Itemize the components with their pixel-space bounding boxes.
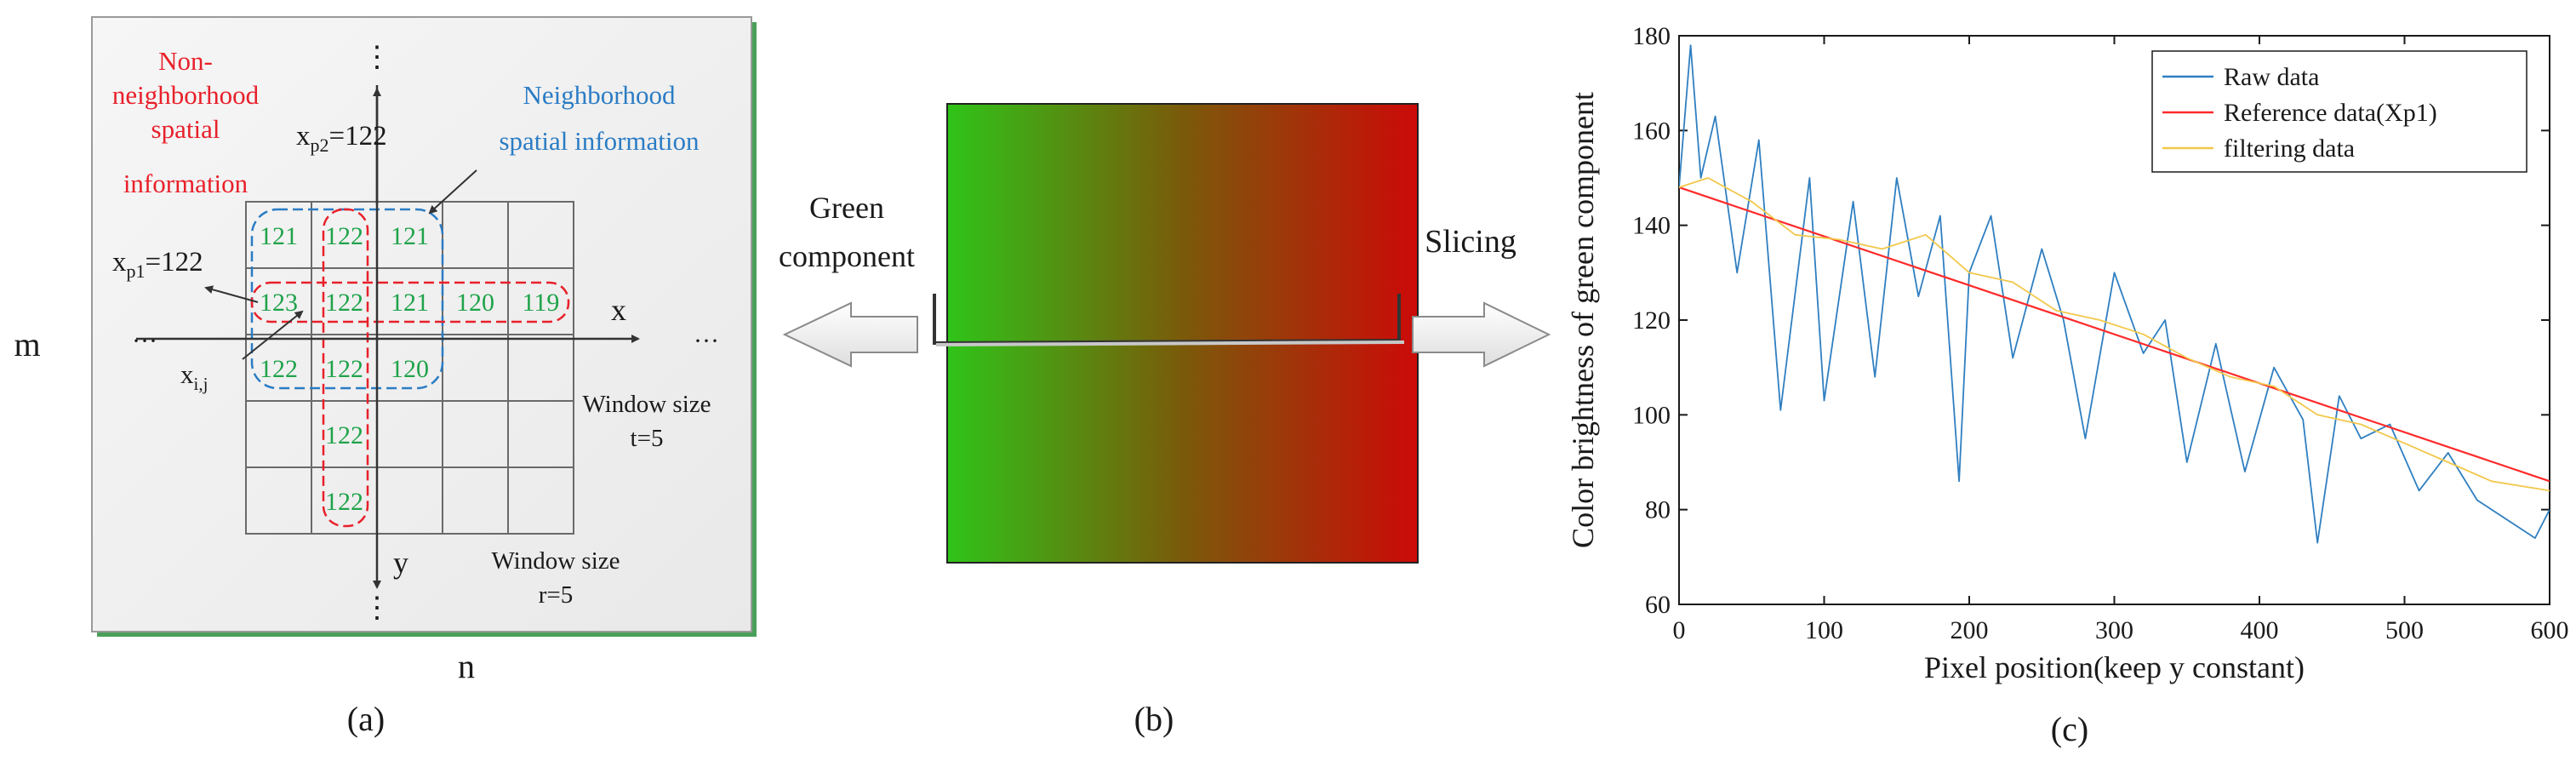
xij-pointer — [242, 310, 304, 360]
grid-cell-value: 121 — [391, 222, 429, 250]
vertical-non-neighborhood-region — [322, 208, 369, 528]
x-tick-label: 0 — [1673, 616, 1686, 644]
grid-cell-value: 122 — [260, 355, 298, 383]
grid-cell-value: 123 — [260, 289, 298, 317]
n-label: n — [458, 647, 475, 685]
legend-box — [2151, 50, 2527, 173]
legend-label: Reference data(Xp1) — [2224, 99, 2437, 127]
grid-values: 121 122 121 123 122 121 120 119 122 122 120 122 122 — [260, 222, 559, 516]
y-tick-label: 140 — [1632, 212, 1671, 240]
x-tick-label: 300 — [2095, 616, 2133, 644]
series-line — [1679, 44, 2550, 544]
window-size-r: Window size r=5 — [491, 547, 620, 609]
non-neighborhood-line-1: Non- — [158, 46, 213, 76]
window-r-line-1: Window size — [491, 547, 620, 575]
x-tick-label: 100 — [1805, 616, 1843, 644]
legend-label: filtering data — [2224, 134, 2355, 163]
neighborhood-pointer — [428, 169, 477, 215]
left-hdots: ··· — [132, 327, 157, 355]
grid-cell-value: 122 — [325, 488, 363, 516]
neighborhood-line-2: spatial information — [499, 126, 700, 156]
caption-b: (b) — [1134, 700, 1174, 738]
series-line — [1679, 186, 2550, 483]
caption-a: (a) — [347, 700, 385, 738]
non-neighborhood-label: Non- neighborhood spatial information — [112, 46, 260, 198]
window-r-line-2: r=5 — [539, 581, 574, 609]
y-tick-label: 160 — [1632, 117, 1671, 145]
green-label-line-1: Green — [809, 191, 884, 225]
grid-cell-value: 122 — [325, 289, 363, 317]
m-label: m — [14, 325, 40, 363]
grid-cell-value: 120 — [456, 289, 494, 317]
neighborhood-line-1: Neighborhood — [523, 80, 676, 110]
legend-label: Raw data — [2224, 63, 2319, 91]
caption-c: (c) — [2051, 710, 2088, 748]
x-axis-title: Pixel position(keep y constant) — [1924, 650, 2305, 684]
grid-cell-value: 122 — [325, 355, 363, 383]
series-line — [1679, 177, 2550, 492]
y-axis-title: Color brightness of green component — [1566, 92, 1600, 548]
slicing-label: Slicing — [1425, 224, 1516, 260]
non-neighborhood-line-4: information — [123, 169, 248, 198]
xp1-label: xp1=122 — [112, 247, 203, 282]
y-tick-label: 60 — [1645, 591, 1671, 619]
grid-cell-value: 122 — [325, 222, 363, 250]
grid-cell-value: 122 — [325, 421, 363, 449]
non-neighborhood-line-2: neighborhood — [112, 80, 260, 110]
non-neighborhood-line-3: spatial — [151, 114, 220, 144]
panel-b: Green component Slicing (b) — [779, 103, 1551, 738]
window-t-line-1: Window size — [582, 391, 711, 418]
green-label-line-2: component — [779, 239, 915, 273]
xij-label: xi,j — [180, 359, 208, 394]
grid-cell-value: 119 — [523, 289, 560, 317]
y-tick-label: 180 — [1632, 22, 1671, 50]
grid-cell-value: 121 — [260, 222, 298, 250]
y-tick-label: 120 — [1632, 306, 1671, 335]
bottom-vdots: ⋮ — [363, 592, 391, 624]
right-hdots: ··· — [694, 327, 719, 355]
x-tick-label: 400 — [2241, 616, 2279, 644]
panel-c: 0 100 200 300 400 500 600 60 80 100 120 140 160 180 Pi… — [1566, 22, 2569, 748]
y-tick-label: 80 — [1645, 496, 1671, 524]
xp1-pointer — [204, 285, 259, 303]
x-tick-label: 500 — [2385, 616, 2424, 644]
grid-cell-value: 121 — [391, 289, 429, 317]
gradient-image — [946, 103, 1419, 564]
slice-bracket — [933, 294, 1401, 346]
y-axis-label: y — [393, 546, 408, 580]
x-axis-label: x — [611, 293, 626, 327]
xp2-label: xp2=122 — [296, 121, 387, 156]
horizontal-non-neighborhood-region — [250, 281, 570, 323]
top-vdots: ⋮ — [363, 42, 391, 73]
neighborhood-label: Neighborhood spatial information — [499, 80, 700, 156]
panel-a-box — [91, 16, 752, 632]
green-component-arrow — [782, 301, 918, 368]
window-t-line-2: t=5 — [631, 425, 664, 452]
chart: 0 100 200 300 400 500 600 60 80 100 120 140 160 180 Pi… — [1566, 22, 2569, 684]
x-tick-label: 200 — [1951, 616, 1989, 644]
x-tick-label: 600 — [2531, 616, 2569, 644]
window-size-t: Window size t=5 — [582, 391, 711, 452]
slicing-arrow — [1412, 301, 1551, 368]
y-tick-label: 100 — [1632, 401, 1671, 429]
grid-cell-value: 120 — [391, 355, 429, 383]
slice-line — [935, 340, 1405, 346]
